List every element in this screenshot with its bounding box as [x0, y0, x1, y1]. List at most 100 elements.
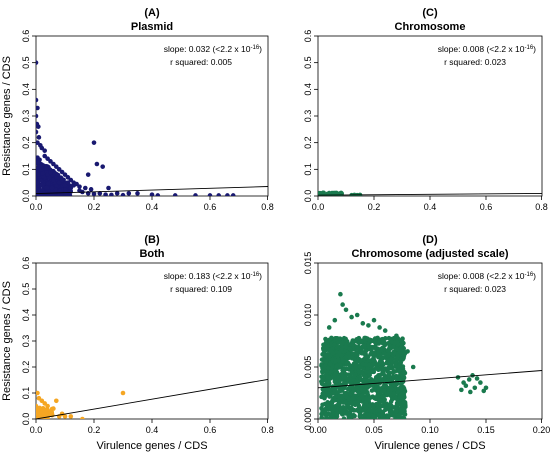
data-point	[345, 372, 351, 378]
data-point	[379, 358, 384, 364]
data-point	[376, 412, 382, 418]
y-tick-label: 0.0	[21, 190, 31, 203]
data-point	[352, 357, 357, 362]
data-point	[370, 394, 376, 400]
regression-line	[318, 192, 542, 196]
data-point	[481, 388, 487, 394]
plot-frame	[35, 35, 269, 197]
data-point	[40, 171, 46, 176]
data-point	[42, 153, 47, 159]
data-point	[389, 396, 395, 402]
data-point	[324, 371, 329, 377]
data-point	[366, 323, 371, 328]
data-point	[54, 175, 59, 180]
slope-exponent: -16	[524, 272, 533, 278]
data-point	[349, 370, 355, 376]
slope-annotation: slope: 0.008 (<2.2 x 10-16)	[438, 271, 536, 281]
data-point	[341, 367, 346, 373]
x-axis-label: Virulence genes / CDS	[374, 440, 485, 452]
data-point	[394, 333, 399, 339]
r-squared-annotation: r squared: 0.023	[444, 57, 506, 67]
data-point	[172, 193, 178, 196]
data-point	[394, 402, 400, 408]
data-point	[348, 377, 354, 382]
y-axis-label: Resistance genes / CDS	[1, 281, 13, 401]
data-point	[396, 363, 402, 369]
regression-line	[318, 370, 542, 389]
data-point	[369, 408, 374, 413]
data-point	[347, 400, 353, 406]
slope-close: )	[533, 271, 536, 281]
data-point	[83, 185, 88, 191]
data-point	[388, 410, 393, 415]
data-point	[360, 361, 366, 367]
data-point	[323, 345, 329, 351]
x-tick-label: 0.4	[146, 202, 159, 212]
y-tick-label: 0.0	[303, 190, 313, 203]
data-point	[370, 416, 376, 419]
slope-text: slope: 0.008 (<2.2 x 10	[438, 44, 525, 54]
data-point	[372, 336, 378, 341]
data-point	[321, 391, 326, 396]
data-point	[45, 172, 50, 177]
x-tick-label: 0.00	[309, 425, 327, 435]
data-point	[400, 364, 406, 369]
data-point	[386, 372, 392, 378]
data-point	[351, 374, 357, 379]
panel-letter: (C)	[422, 7, 438, 19]
regression-line	[36, 378, 268, 419]
slope-exponent: -16	[250, 272, 259, 278]
data-point	[371, 317, 377, 323]
data-point	[39, 145, 45, 151]
data-point	[377, 398, 382, 404]
data-point	[36, 135, 42, 140]
data-point	[360, 321, 366, 326]
data-point	[377, 325, 382, 330]
data-point	[56, 167, 62, 172]
data-point	[48, 159, 53, 164]
y-tick-label: 0.6	[21, 257, 31, 270]
data-point	[36, 403, 39, 409]
y-tick-label: 0.2	[21, 361, 31, 374]
data-point	[36, 60, 39, 65]
data-point	[323, 359, 329, 365]
data-point	[399, 381, 404, 387]
x-tick-label: 0.10	[421, 425, 439, 435]
x-tick-label: 0.0	[30, 425, 43, 435]
data-point	[155, 193, 161, 196]
data-point	[323, 412, 329, 418]
data-point	[77, 184, 82, 189]
data-point	[339, 393, 344, 398]
data-point	[470, 373, 475, 378]
y-tick-label: 0.000	[303, 408, 313, 431]
slope-close: )	[533, 44, 536, 54]
data-point	[320, 370, 325, 375]
data-point	[396, 412, 402, 418]
data-point	[332, 342, 337, 348]
data-point	[356, 396, 362, 401]
data-point	[319, 362, 324, 367]
data-point	[325, 402, 331, 408]
data-point	[335, 401, 341, 407]
data-point	[126, 191, 132, 196]
data-point	[384, 413, 390, 418]
data-point	[36, 129, 39, 135]
data-point	[353, 379, 359, 385]
data-point	[374, 365, 380, 371]
data-point	[68, 185, 74, 191]
data-point	[54, 398, 59, 404]
data-point	[367, 403, 372, 408]
data-point	[410, 364, 416, 370]
x-tick-label: 0.8	[535, 202, 548, 212]
y-tick-label: 0.5	[21, 56, 31, 69]
data-point	[348, 405, 354, 411]
panel-letter: (D)	[422, 234, 438, 246]
data-point	[331, 390, 337, 396]
data-point	[65, 180, 71, 185]
data-point	[358, 358, 364, 364]
data-point	[59, 193, 64, 196]
data-point	[207, 193, 213, 196]
data-point	[377, 347, 383, 353]
data-point	[338, 291, 343, 297]
